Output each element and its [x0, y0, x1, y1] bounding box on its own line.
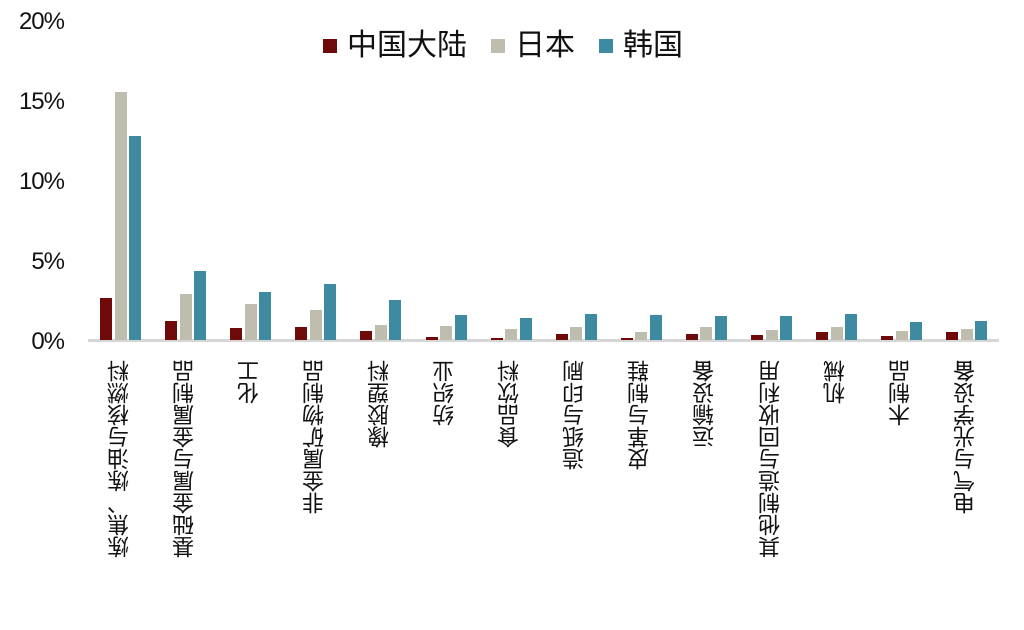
x-tick-label: 运输设备 [693, 360, 719, 448]
x-tick-label: 皮革与制鞋 [628, 360, 654, 470]
x-tick-label: 造纸与印刷 [563, 360, 589, 470]
bar [570, 327, 583, 340]
bar [685, 334, 698, 340]
legend: 中国大陆 日本 韩国 [323, 28, 707, 64]
x-tick-label: 其他制造与回收利用 [758, 360, 784, 558]
y-tick-label: 15% [18, 88, 65, 115]
bar [440, 325, 452, 340]
bar [244, 304, 257, 340]
bar [895, 331, 908, 340]
bar [910, 322, 923, 340]
bar [555, 334, 568, 340]
bar [620, 337, 633, 340]
legend-item: 中国大陆 [323, 28, 467, 64]
bar [194, 271, 207, 340]
bar [295, 327, 308, 340]
bar [165, 320, 178, 340]
bar [845, 313, 858, 340]
bar [360, 331, 373, 340]
x-tick-label: 橡胶塑料 [367, 360, 393, 448]
bar [324, 284, 337, 340]
bar [975, 320, 988, 340]
bar [584, 313, 597, 340]
bar [881, 336, 894, 340]
y-tick-label: 10% [18, 168, 65, 195]
x-tick-label: 机械 [823, 360, 849, 404]
x-axis-line [88, 339, 999, 342]
bar [700, 327, 713, 340]
legend-label: 日本 [515, 28, 575, 63]
bar [946, 332, 959, 340]
legend-item: 日本 [491, 28, 575, 64]
bar [960, 328, 973, 340]
bar [519, 317, 532, 340]
bar [780, 316, 792, 340]
x-tick-label: 炼焦、炼油与核燃料 [107, 360, 133, 558]
legend-swatch-icon [323, 39, 337, 53]
bar [114, 92, 127, 340]
y-tick-label: 20% [18, 8, 65, 35]
x-tick-label: 化工 [237, 360, 263, 404]
legend-label: 韩国 [623, 28, 683, 63]
legend-swatch-icon [599, 39, 613, 53]
bar [374, 324, 387, 340]
bar [129, 136, 141, 340]
bar [100, 298, 112, 340]
legend-item: 韩国 [599, 28, 683, 64]
bar [454, 315, 467, 340]
bar [765, 329, 778, 340]
bar [425, 336, 438, 340]
bar [259, 292, 272, 340]
bar [714, 316, 727, 340]
legend-label: 中国大陆 [347, 28, 467, 63]
bar [816, 332, 829, 340]
bar [830, 327, 843, 340]
bar [635, 332, 648, 340]
legend-swatch-icon [491, 39, 505, 53]
bar [649, 315, 662, 340]
bar [505, 328, 518, 340]
x-tick-label: 木制品 [888, 360, 914, 426]
x-tick-label: 非金属矿物制品 [302, 360, 328, 514]
bar [389, 300, 402, 340]
x-tick-label: 食品饮料 [498, 360, 524, 448]
x-tick-label: 基础金属与金属制品 [172, 360, 198, 558]
y-tick-label: 5% [31, 248, 65, 275]
bar [309, 309, 322, 340]
bar [751, 335, 763, 340]
bar [230, 328, 243, 340]
x-tick-label: 纺织业 [433, 360, 458, 426]
x-tick-label: 电气与光学设备 [953, 360, 979, 514]
y-tick-label: 0% [31, 328, 65, 355]
bar [490, 338, 503, 340]
bar [179, 293, 192, 340]
